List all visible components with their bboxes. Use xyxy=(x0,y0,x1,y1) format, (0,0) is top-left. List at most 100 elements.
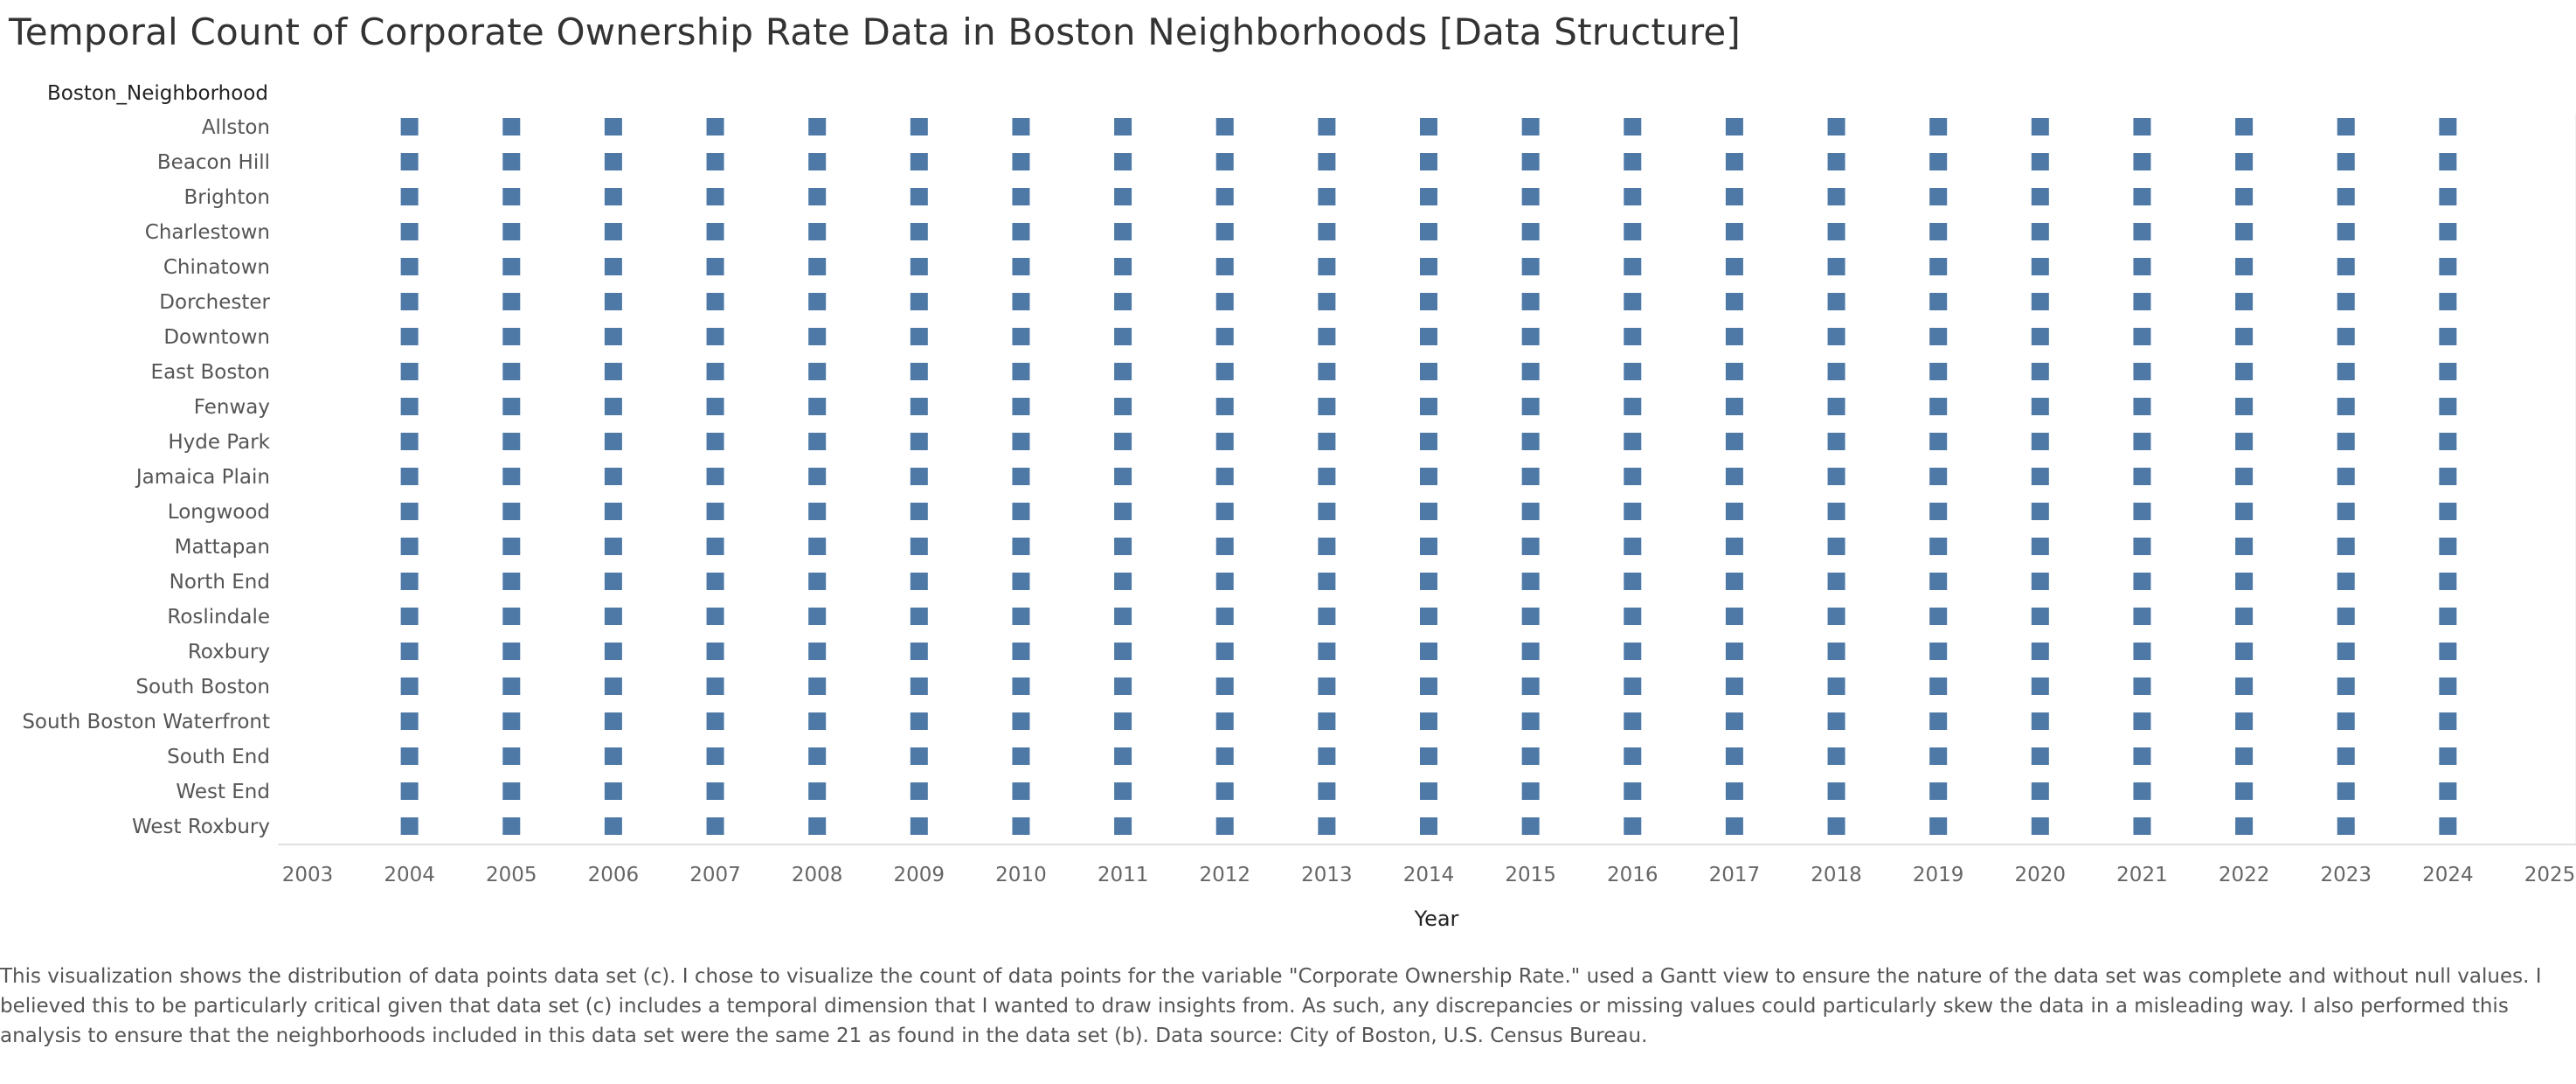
data-point-mark[interactable] xyxy=(910,118,928,136)
data-point-mark[interactable] xyxy=(706,363,724,380)
data-point-mark[interactable] xyxy=(1114,293,1132,310)
data-point-mark[interactable] xyxy=(2235,188,2254,205)
data-point-mark[interactable] xyxy=(1114,608,1132,625)
data-point-mark[interactable] xyxy=(1827,817,1845,835)
data-point-mark[interactable] xyxy=(2235,468,2254,485)
data-point-mark[interactable] xyxy=(1215,118,1234,136)
data-point-mark[interactable] xyxy=(1624,188,1642,205)
data-point-mark[interactable] xyxy=(604,398,622,415)
data-point-mark[interactable] xyxy=(1929,328,1948,345)
data-point-mark[interactable] xyxy=(706,712,724,730)
data-point-mark[interactable] xyxy=(1420,643,1437,660)
data-point-mark[interactable] xyxy=(1827,398,1845,415)
data-point-mark[interactable] xyxy=(2439,328,2457,345)
data-point-mark[interactable] xyxy=(2235,293,2254,310)
data-point-mark[interactable] xyxy=(502,747,521,765)
data-point-mark[interactable] xyxy=(2439,712,2457,730)
data-point-mark[interactable] xyxy=(1725,608,1743,625)
data-point-mark[interactable] xyxy=(1114,782,1132,800)
data-point-mark[interactable] xyxy=(1521,223,1540,240)
data-point-mark[interactable] xyxy=(910,188,928,205)
data-point-mark[interactable] xyxy=(2235,503,2254,520)
data-point-mark[interactable] xyxy=(604,608,622,625)
data-point-mark[interactable] xyxy=(706,468,724,485)
data-point-mark[interactable] xyxy=(1420,573,1437,590)
data-point-mark[interactable] xyxy=(2235,328,2254,345)
data-point-mark[interactable] xyxy=(1725,118,1743,136)
data-point-mark[interactable] xyxy=(1624,223,1642,240)
data-point-mark[interactable] xyxy=(1725,153,1743,170)
data-point-mark[interactable] xyxy=(2439,293,2457,310)
data-point-mark[interactable] xyxy=(2439,258,2457,275)
data-point-mark[interactable] xyxy=(2133,153,2151,170)
data-point-mark[interactable] xyxy=(2337,678,2355,695)
data-point-mark[interactable] xyxy=(1624,433,1642,450)
data-point-mark[interactable] xyxy=(706,573,724,590)
data-point-mark[interactable] xyxy=(2337,293,2355,310)
data-point-mark[interactable] xyxy=(1215,258,1234,275)
data-point-mark[interactable] xyxy=(1725,433,1743,450)
data-point-mark[interactable] xyxy=(2031,363,2049,380)
data-point-mark[interactable] xyxy=(2031,503,2049,520)
data-point-mark[interactable] xyxy=(1318,258,1336,275)
data-point-mark[interactable] xyxy=(2439,573,2457,590)
data-point-mark[interactable] xyxy=(808,398,827,415)
data-point-mark[interactable] xyxy=(1318,153,1336,170)
data-point-mark[interactable] xyxy=(400,712,419,730)
data-point-mark[interactable] xyxy=(1114,538,1132,555)
data-point-mark[interactable] xyxy=(1012,363,1030,380)
data-point-mark[interactable] xyxy=(1012,538,1030,555)
data-point-mark[interactable] xyxy=(706,747,724,765)
data-point-mark[interactable] xyxy=(1929,782,1948,800)
data-point-mark[interactable] xyxy=(400,363,419,380)
data-point-mark[interactable] xyxy=(1725,363,1743,380)
data-point-mark[interactable] xyxy=(910,817,928,835)
data-point-mark[interactable] xyxy=(808,643,827,660)
data-point-mark[interactable] xyxy=(1624,503,1642,520)
data-point-mark[interactable] xyxy=(910,468,928,485)
data-point-mark[interactable] xyxy=(1929,433,1948,450)
data-point-mark[interactable] xyxy=(2337,468,2355,485)
data-point-mark[interactable] xyxy=(1725,188,1743,205)
data-point-mark[interactable] xyxy=(1521,712,1540,730)
data-point-mark[interactable] xyxy=(1114,258,1132,275)
data-point-mark[interactable] xyxy=(1725,643,1743,660)
data-point-mark[interactable] xyxy=(1318,468,1336,485)
data-point-mark[interactable] xyxy=(2439,817,2457,835)
data-point-mark[interactable] xyxy=(910,293,928,310)
data-point-mark[interactable] xyxy=(1012,293,1030,310)
data-point-mark[interactable] xyxy=(604,363,622,380)
data-point-mark[interactable] xyxy=(1929,293,1948,310)
data-point-mark[interactable] xyxy=(1521,293,1540,310)
data-point-mark[interactable] xyxy=(2031,153,2049,170)
data-point-mark[interactable] xyxy=(706,678,724,695)
data-point-mark[interactable] xyxy=(1215,433,1234,450)
data-point-mark[interactable] xyxy=(502,398,521,415)
data-point-mark[interactable] xyxy=(1827,712,1845,730)
data-point-mark[interactable] xyxy=(2439,643,2457,660)
data-point-mark[interactable] xyxy=(1827,188,1845,205)
data-point-mark[interactable] xyxy=(1521,398,1540,415)
data-point-mark[interactable] xyxy=(2133,712,2151,730)
data-point-mark[interactable] xyxy=(1929,678,1948,695)
data-point-mark[interactable] xyxy=(1827,153,1845,170)
data-point-mark[interactable] xyxy=(808,118,827,136)
data-point-mark[interactable] xyxy=(1114,188,1132,205)
data-point-mark[interactable] xyxy=(808,573,827,590)
data-point-mark[interactable] xyxy=(1827,223,1845,240)
data-point-mark[interactable] xyxy=(1725,782,1743,800)
data-point-mark[interactable] xyxy=(2031,782,2049,800)
data-point-mark[interactable] xyxy=(910,538,928,555)
data-point-mark[interactable] xyxy=(400,747,419,765)
data-point-mark[interactable] xyxy=(1420,153,1437,170)
data-point-mark[interactable] xyxy=(1725,503,1743,520)
data-point-mark[interactable] xyxy=(604,153,622,170)
data-point-mark[interactable] xyxy=(808,503,827,520)
data-point-mark[interactable] xyxy=(400,817,419,835)
data-point-mark[interactable] xyxy=(1215,188,1234,205)
data-point-mark[interactable] xyxy=(808,153,827,170)
data-point-mark[interactable] xyxy=(1521,328,1540,345)
data-point-mark[interactable] xyxy=(1725,678,1743,695)
data-point-mark[interactable] xyxy=(1420,608,1437,625)
data-point-mark[interactable] xyxy=(1521,503,1540,520)
